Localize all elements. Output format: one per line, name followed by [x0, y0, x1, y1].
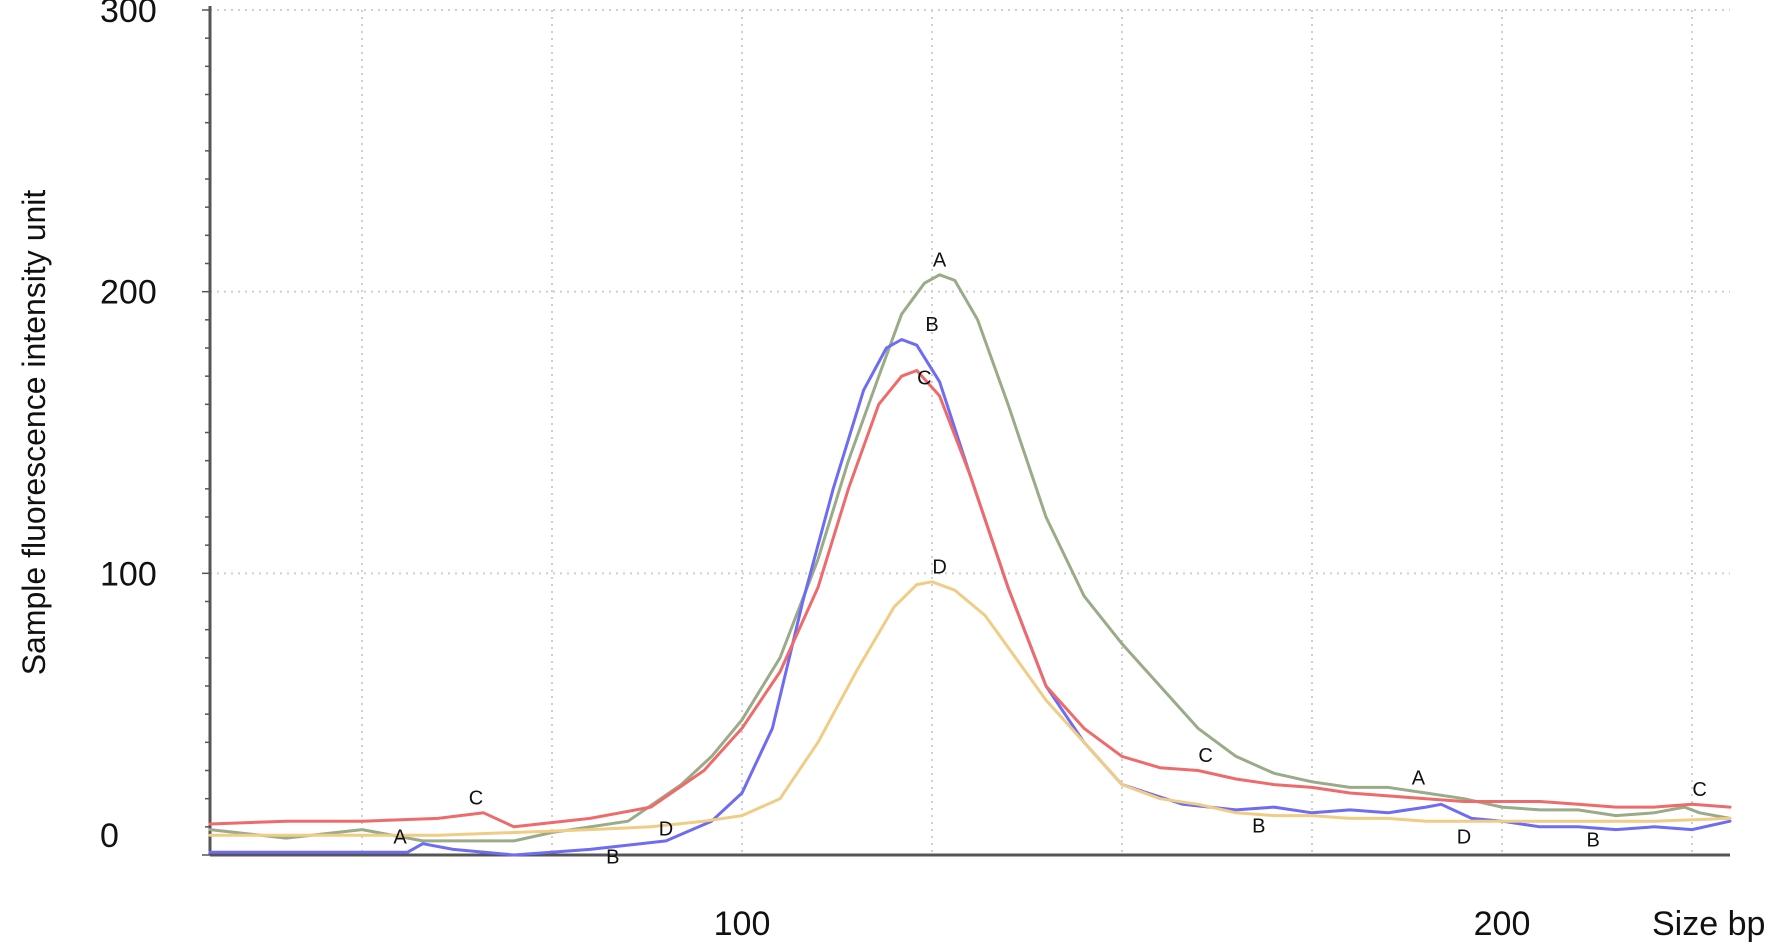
- x-tick-label: 200: [1474, 905, 1531, 943]
- curve-label-d: D: [659, 818, 673, 840]
- x-axis-title: Size bp: [1652, 905, 1765, 943]
- curve-label-c: C: [917, 368, 931, 390]
- y-tick-label: 300: [100, 0, 157, 30]
- y-tick-label: 100: [100, 555, 157, 593]
- curve-label-b: B: [1252, 815, 1265, 837]
- curve-label-c: C: [1198, 745, 1212, 767]
- data-series: [208, 273, 1732, 857]
- curve-label-c: C: [1692, 779, 1706, 801]
- y-axis-title: Sample fluorescence intensity unit: [16, 190, 52, 676]
- axes: [202, 6, 1730, 857]
- tick-labels: 0 100 200 300 100 200: [100, 0, 1530, 943]
- curve-label-b: B: [1587, 830, 1600, 852]
- y-tick-label: 200: [100, 274, 157, 312]
- x-tick-label: 100: [714, 905, 771, 943]
- curve-label-a: A: [393, 827, 407, 849]
- series-line-c: [208, 369, 1732, 829]
- curve-label-c: C: [469, 787, 483, 809]
- curve-label-d: D: [1457, 827, 1471, 849]
- y-tick-label: 0: [100, 817, 119, 855]
- curve-label-b: B: [606, 846, 619, 868]
- peak-labels: A C B D A B C D C B A D B C: [393, 249, 1706, 868]
- curve-label-b: B: [925, 314, 938, 336]
- grid-lines: [210, 9, 1730, 855]
- curve-label-a: A: [1412, 768, 1426, 790]
- curve-label-a: A: [933, 249, 947, 271]
- curve-label-d: D: [932, 556, 946, 578]
- series-line-d: [208, 580, 1732, 837]
